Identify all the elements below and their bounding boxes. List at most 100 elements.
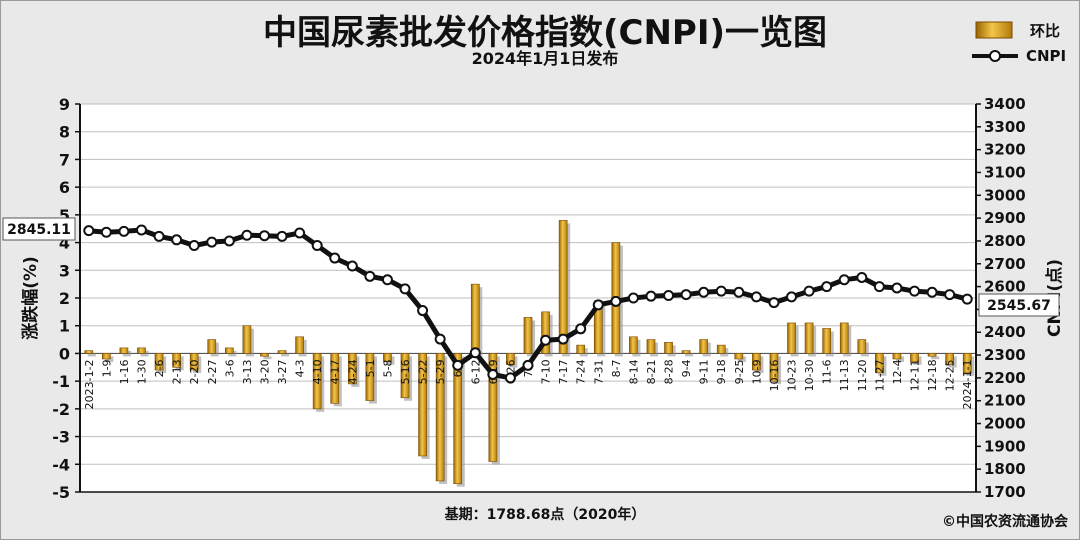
bar bbox=[119, 347, 129, 354]
bar bbox=[787, 322, 796, 354]
bar bbox=[752, 353, 761, 371]
x-tick-label: 11-20 bbox=[856, 359, 869, 391]
bar bbox=[822, 328, 832, 354]
cnpi-point bbox=[100, 226, 112, 238]
legend-bar-swatch bbox=[975, 21, 1013, 39]
x-tick-label: 11-27 bbox=[873, 359, 886, 391]
cnpi-point bbox=[575, 323, 587, 335]
right-tick-label: 2000 bbox=[984, 415, 1026, 433]
legend-line-marker bbox=[989, 50, 1001, 62]
x-tick-label: 7-31 bbox=[592, 359, 605, 384]
bar bbox=[224, 347, 234, 354]
right-tick-label: 1700 bbox=[984, 483, 1026, 501]
left-tick-label: 6 bbox=[59, 178, 70, 197]
cnpi-point bbox=[83, 225, 95, 237]
bar-shadow bbox=[685, 353, 694, 357]
x-tick-label: 4-24 bbox=[346, 359, 359, 384]
cnpi-point bbox=[171, 234, 183, 246]
cnpi-point bbox=[663, 289, 675, 301]
cnpi-point bbox=[381, 274, 393, 286]
bar bbox=[804, 322, 814, 354]
legend-bar-label: 环比 bbox=[1030, 22, 1060, 40]
cnpi-point bbox=[838, 274, 850, 286]
x-tick-label: 2024-1-1 bbox=[961, 359, 974, 409]
bar bbox=[839, 322, 849, 354]
x-tick-label: 4-3 bbox=[294, 359, 307, 377]
bar bbox=[910, 353, 919, 363]
cnpi-point bbox=[856, 271, 868, 283]
right-tick-label: 1800 bbox=[984, 460, 1026, 478]
cnpi-point bbox=[118, 225, 130, 237]
cnpi-point bbox=[873, 281, 885, 293]
left-tick-label: -1 bbox=[52, 372, 70, 391]
bar bbox=[137, 347, 146, 354]
right-tick-label: 2700 bbox=[984, 255, 1026, 273]
x-tick-label: 7-10 bbox=[540, 359, 553, 384]
bar bbox=[84, 350, 94, 354]
x-tick-label: 2-6 bbox=[153, 359, 166, 377]
cnpi-start-callout-box bbox=[2, 217, 76, 241]
cnpi-point bbox=[821, 281, 833, 293]
left-tick-label: 2 bbox=[59, 289, 70, 308]
cnpi-point bbox=[223, 235, 235, 247]
left-tick-label: 8 bbox=[59, 123, 70, 142]
bar bbox=[154, 353, 164, 371]
x-tick-label: 10-16 bbox=[768, 359, 781, 391]
cnpi-point bbox=[627, 292, 639, 304]
right-tick-label: 3000 bbox=[984, 186, 1026, 204]
x-tick-label: 2023-1-2 bbox=[83, 359, 96, 409]
cnpi-point bbox=[276, 230, 288, 242]
bar bbox=[330, 353, 340, 404]
bar bbox=[875, 353, 884, 374]
cnpi-start-callout: 2845.11 bbox=[2, 217, 76, 241]
x-tick-label: 3-6 bbox=[223, 359, 236, 377]
cnpi-end-callout: 2545.67 bbox=[978, 293, 1060, 317]
cnpi-point bbox=[469, 347, 481, 359]
x-tick-label: 2-20 bbox=[188, 359, 201, 384]
cnpi-point bbox=[715, 285, 727, 297]
left-tick-labels: 9 8 7 6 5 4 3 2 1 0 -1 -2 -3 -4 -5 bbox=[52, 95, 80, 502]
bar bbox=[189, 353, 199, 371]
cnpi-point bbox=[206, 236, 218, 248]
x-tick-label: 5-16 bbox=[399, 359, 412, 384]
x-tick-label: 4-10 bbox=[311, 359, 324, 384]
bar bbox=[295, 336, 304, 354]
x-tick-labels: 2023-1-2 1-9 1-16 1-30 2-6 2-13 2-20 2-27 3-6 3-1… bbox=[83, 359, 974, 409]
cnpi-point bbox=[294, 227, 306, 239]
x-tick-label: 9-18 bbox=[715, 359, 728, 384]
x-tick-label: 5-1 bbox=[364, 359, 377, 377]
cnpi-point bbox=[926, 286, 938, 298]
bar bbox=[312, 353, 322, 410]
bar bbox=[470, 283, 480, 354]
bar bbox=[383, 353, 392, 363]
cnpi-point bbox=[504, 372, 516, 384]
cnpi-point bbox=[786, 291, 798, 303]
x-tick-label: 7-17 bbox=[557, 359, 570, 384]
left-tick-label: 0 bbox=[59, 344, 70, 363]
legend-line-label: CNPI bbox=[1026, 47, 1066, 65]
cnpi-point bbox=[417, 305, 429, 317]
bar bbox=[646, 339, 656, 354]
cnpi-point bbox=[452, 359, 464, 371]
right-tick-label: 2200 bbox=[984, 369, 1026, 387]
bar bbox=[365, 353, 375, 401]
bar bbox=[558, 220, 568, 354]
right-tick-label: 3400 bbox=[984, 95, 1026, 113]
left-axis-title: 涨跌幅(%) bbox=[20, 256, 41, 340]
x-tick-label: 11-13 bbox=[838, 359, 851, 391]
bar bbox=[277, 350, 287, 354]
right-tick-label: 2300 bbox=[984, 346, 1026, 364]
bar bbox=[892, 353, 902, 360]
cnpi-point bbox=[487, 368, 499, 380]
bar bbox=[769, 353, 779, 382]
bar bbox=[453, 353, 463, 484]
cnpi-point bbox=[434, 333, 446, 345]
cnpi-point bbox=[750, 291, 762, 303]
cnpi-point bbox=[961, 293, 973, 305]
left-tick-label: 3 bbox=[59, 261, 70, 280]
x-tick-label: 9-4 bbox=[680, 359, 693, 377]
x-tick-label: 9-25 bbox=[733, 359, 746, 384]
cnpi-point bbox=[540, 334, 552, 346]
bar bbox=[681, 350, 691, 354]
x-tick-label: 5-29 bbox=[434, 359, 447, 384]
